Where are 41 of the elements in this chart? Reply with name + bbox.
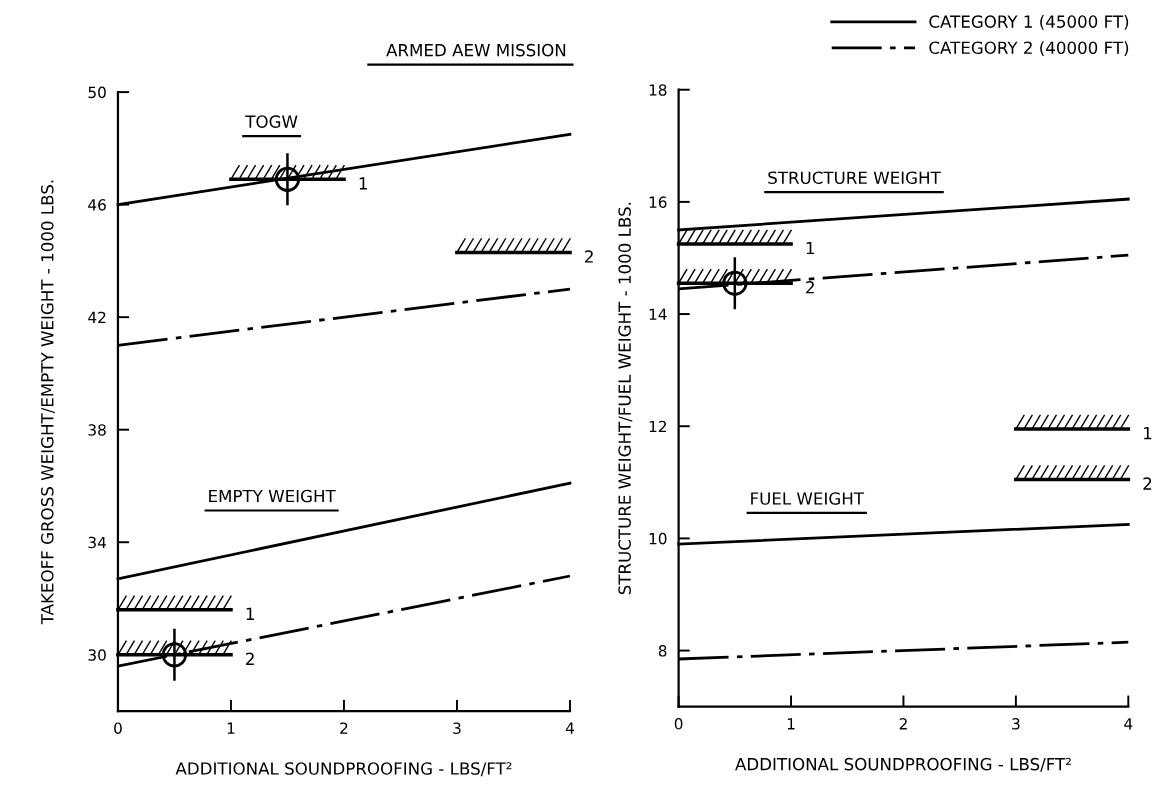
y-tick-label: 14 [649, 308, 667, 320]
y-tick-label: 12 [649, 420, 666, 433]
y-tick-label: 34 [88, 536, 106, 549]
legend-label: 1 [359, 177, 367, 190]
legend-label: 2 [806, 281, 814, 294]
annotation: STRUCTURE WEIGHT [768, 171, 941, 185]
x-tick-label: 1 [787, 718, 795, 730]
legend-label: CATEGORY 2 (40000 FT) [929, 41, 1129, 56]
chart-title: ARMED AEW MISSION [386, 43, 566, 57]
x-axis-title: ADDITIONAL SOUNDPROOFING - LBS/FT² [175, 762, 512, 777]
y-tick-label: 38 [88, 424, 106, 436]
legend-label: CATEGORY 1 (45000 FT) [929, 15, 1129, 30]
legend-label: 2 [1143, 477, 1152, 490]
y-tick-label: 42 [88, 311, 106, 323]
y-tick-label: 50 [88, 86, 106, 99]
y-tick-label: 46 [88, 199, 106, 211]
legend-label: 1 [246, 607, 254, 620]
annotation: FUEL WEIGHT [751, 492, 865, 505]
x-tick-label: 3 [1012, 718, 1020, 730]
legend-label: 2 [246, 652, 254, 665]
y-axis-title: TAKEOFF GROSS WEIGHT/EMPTY WEIGHT - 1000 LBS. [41, 180, 55, 625]
x-tick-label: 2 [899, 718, 907, 730]
x-tick-label: 4 [565, 722, 574, 734]
x-tick-label: 3 [453, 722, 461, 734]
legend-label: 2 [585, 250, 593, 263]
y-axis-title: STRUCTURE WEIGHT/FUEL WEIGHT - 1000 LBS. [618, 202, 633, 595]
x-tick-label: 0 [114, 722, 122, 734]
legend-label: 1 [1144, 427, 1152, 440]
y-tick-label: 8 [658, 645, 667, 657]
y-tick-label: 10 [649, 532, 667, 545]
x-tick-label: 1 [227, 722, 235, 734]
x-tick-label: 4 [1124, 718, 1133, 730]
annotation: EMPTY WEIGHT [209, 489, 336, 503]
x-tick-label: 2 [340, 722, 348, 734]
y-tick-label: 18 [649, 84, 667, 96]
x-tick-label: 0 [674, 718, 683, 730]
legend-label: 1 [806, 241, 814, 255]
y-tick-label: 30 [88, 649, 106, 661]
x-axis-title: ADDITIONAL SOUNDPROOFING - LBS/FT² [735, 757, 1071, 772]
annotation: TOGW [245, 115, 298, 128]
y-tick-label: 16 [649, 196, 667, 208]
